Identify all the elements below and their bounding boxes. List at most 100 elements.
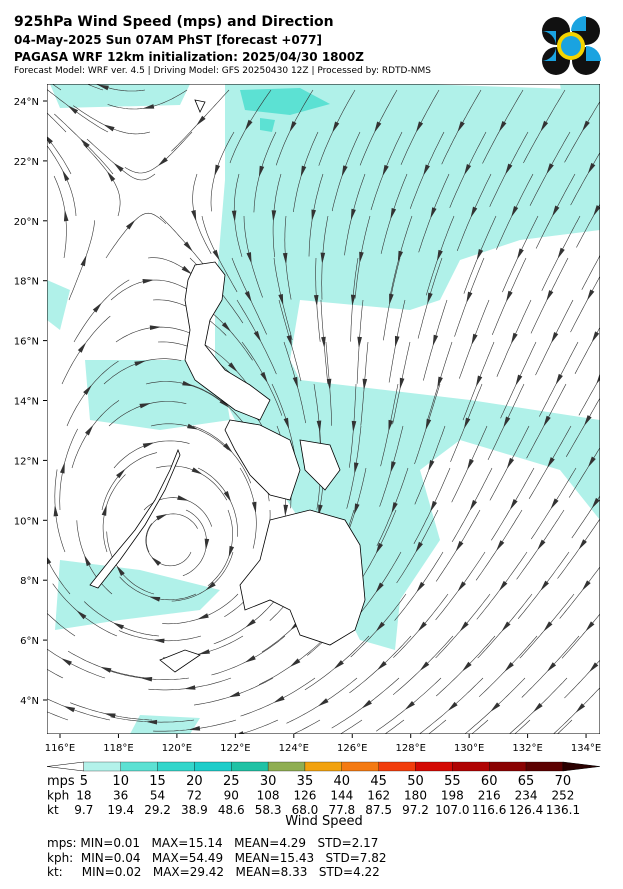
streamline [428, 719, 447, 734]
colorbar-label: 36 [113, 789, 128, 803]
arrowhead [311, 209, 317, 220]
arrowhead [198, 613, 209, 620]
streamline [51, 84, 62, 91]
colorbar-segment [341, 761, 379, 772]
colorbar-label: 72 [187, 789, 202, 803]
arrowhead [593, 205, 600, 216]
arrowhead [77, 343, 86, 353]
arrowhead [362, 378, 368, 389]
arrowhead [510, 499, 518, 509]
stat-line: mps: MIN=0.01 MAX=15.14 MEAN=4.29 STD=2.… [47, 836, 379, 850]
arrowhead [156, 514, 167, 521]
arrowhead [300, 165, 307, 176]
colorbar-label: 70 [555, 774, 572, 789]
arrowhead [596, 373, 600, 384]
arrowhead [425, 418, 432, 430]
colorbar-segment [120, 761, 158, 772]
arrowhead [457, 121, 465, 132]
arrowhead [546, 290, 554, 301]
colorbar-label: 48.6 [218, 803, 245, 817]
arrowhead [551, 332, 559, 343]
arrowhead [278, 293, 284, 305]
streamline [239, 719, 279, 734]
unit-label: kph [47, 789, 69, 803]
stat-line: kph: MIN=0.04 MAX=54.49 MEAN=15.43 STD=7… [47, 850, 387, 865]
arrowhead [114, 163, 124, 172]
colorbar-segment [267, 761, 306, 772]
arrowhead [511, 206, 519, 217]
arrowhead [456, 540, 464, 551]
colorbar-segment [304, 761, 342, 772]
arrowhead [351, 420, 357, 431]
arrowhead [547, 457, 555, 468]
colorbar-label: 234 [515, 789, 538, 803]
lon-label: 124°E [279, 743, 309, 754]
lat-label: 4°N [20, 696, 39, 707]
arrowhead [84, 556, 91, 567]
colorbar-label: 198 [441, 789, 464, 803]
arrowhead [85, 425, 93, 436]
colorbar-label: 58.3 [255, 803, 282, 817]
arrowhead [59, 463, 65, 474]
arrowhead [283, 417, 289, 429]
arrowhead [154, 638, 165, 644]
colorbar-segment [157, 761, 195, 772]
arrowhead [204, 538, 210, 549]
arrowhead [390, 207, 397, 219]
arrowhead [462, 661, 472, 671]
arrowhead [415, 541, 423, 552]
streamline [471, 719, 489, 734]
arrowhead [499, 120, 507, 131]
colorbar-label: 35 [297, 774, 314, 789]
arrowhead [579, 539, 587, 549]
arrowhead [587, 289, 595, 300]
colorbar-label: 5 [80, 774, 88, 789]
colorbar-label: 87.5 [365, 803, 392, 817]
arrowhead [244, 291, 252, 302]
arrowhead [582, 580, 591, 590]
arrowhead [515, 374, 523, 385]
colorbar-label: 136.1 [546, 803, 580, 817]
arrowhead [423, 164, 430, 175]
arrowhead [495, 743, 504, 751]
arrowhead [506, 290, 513, 301]
arrowhead [391, 502, 398, 513]
arrowhead [394, 335, 400, 347]
colorbar-label: 40 [334, 774, 351, 789]
arrowhead [547, 662, 557, 672]
arrowhead [464, 163, 472, 175]
streamline [47, 558, 71, 595]
arrowhead [147, 719, 158, 725]
colorbar-label: 45 [370, 774, 387, 789]
arrowhead [350, 208, 356, 220]
lat-label: 12°N [14, 456, 39, 467]
arrowhead [47, 610, 48, 612]
arrowhead [502, 621, 511, 631]
arrowhead [80, 256, 87, 267]
lat-label: 6°N [20, 636, 39, 647]
arrowhead [158, 157, 168, 166]
arrowhead [274, 695, 285, 703]
arrowhead [191, 467, 202, 475]
arrowhead [278, 735, 288, 741]
arrowhead [104, 124, 115, 132]
arrowhead [149, 325, 160, 330]
arrowhead [68, 105, 79, 115]
arrowhead [537, 539, 546, 550]
arrowhead [271, 210, 277, 221]
subtitle: PAGASA WRF 12km initialization: 2025/04/… [14, 50, 364, 64]
colorbar-label: 50 [407, 774, 424, 789]
streamline [47, 112, 67, 133]
lon-label: 132°E [512, 743, 542, 754]
arrowhead [334, 660, 344, 669]
arrowhead [546, 163, 554, 174]
arrowhead [592, 331, 600, 342]
unit-label: mps [47, 774, 75, 789]
arrowhead [582, 120, 590, 131]
arrowhead [586, 621, 595, 631]
streamline [47, 668, 64, 679]
arrowhead [53, 506, 59, 517]
arrowhead [126, 220, 135, 230]
arrowhead [23, 653, 32, 660]
